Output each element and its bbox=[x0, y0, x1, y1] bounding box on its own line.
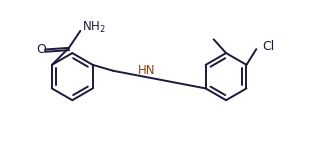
Text: O: O bbox=[36, 43, 46, 56]
Text: NH$_2$: NH$_2$ bbox=[82, 20, 106, 35]
Text: Cl: Cl bbox=[262, 40, 274, 53]
Text: HN: HN bbox=[138, 64, 156, 77]
